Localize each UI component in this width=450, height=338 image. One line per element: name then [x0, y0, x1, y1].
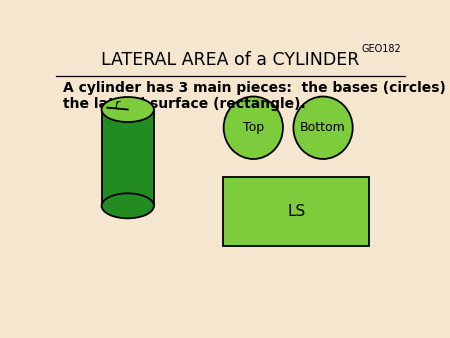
- Text: r: r: [114, 98, 119, 111]
- Polygon shape: [102, 110, 154, 206]
- Text: Bottom: Bottom: [300, 121, 346, 134]
- Ellipse shape: [224, 97, 283, 159]
- Ellipse shape: [293, 97, 353, 159]
- Bar: [223, 177, 369, 246]
- Text: GEO182: GEO182: [362, 45, 401, 54]
- Text: A cylinder has 3 main pieces:  the bases (circles) and
the lateral surface (rect: A cylinder has 3 main pieces: the bases …: [63, 81, 450, 111]
- Ellipse shape: [102, 193, 154, 218]
- Ellipse shape: [102, 97, 154, 122]
- Text: LATERAL AREA of a CYLINDER: LATERAL AREA of a CYLINDER: [101, 51, 360, 69]
- Text: LS: LS: [287, 204, 305, 219]
- Text: Top: Top: [243, 121, 264, 134]
